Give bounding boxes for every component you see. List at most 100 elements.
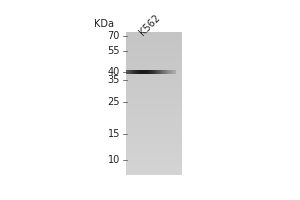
Bar <box>126 54 182 55</box>
Bar <box>126 156 182 157</box>
Bar <box>126 133 182 134</box>
Bar <box>126 88 182 89</box>
Bar <box>126 87 182 88</box>
Bar <box>126 96 182 97</box>
Bar <box>126 117 182 118</box>
Bar <box>126 168 182 169</box>
Bar <box>126 88 182 89</box>
Bar <box>126 158 182 159</box>
Bar <box>126 67 182 68</box>
Bar <box>126 89 182 90</box>
Bar <box>126 84 182 85</box>
Bar <box>126 98 182 99</box>
Bar <box>126 117 182 118</box>
Bar <box>126 44 182 45</box>
Text: 10: 10 <box>108 155 120 165</box>
Bar <box>126 109 182 110</box>
Bar <box>126 137 182 138</box>
Bar <box>126 73 182 74</box>
Bar <box>126 123 182 124</box>
Bar <box>126 152 182 153</box>
Bar <box>126 144 182 145</box>
Bar <box>126 47 182 48</box>
Bar <box>126 162 182 163</box>
Bar <box>126 51 182 52</box>
Bar <box>126 35 182 36</box>
Bar <box>126 66 182 67</box>
Bar <box>126 169 182 170</box>
Bar <box>126 160 182 161</box>
Bar <box>126 171 182 172</box>
Bar <box>126 43 182 44</box>
Bar <box>126 146 182 147</box>
Bar <box>126 108 182 109</box>
Bar <box>126 95 182 96</box>
Bar <box>126 145 182 146</box>
Bar <box>126 125 182 126</box>
Text: 35: 35 <box>108 75 120 85</box>
Bar <box>126 148 182 149</box>
Bar <box>126 79 182 80</box>
Bar <box>126 132 182 133</box>
Bar <box>126 164 182 165</box>
Bar <box>126 32 182 33</box>
Bar <box>126 52 182 53</box>
Bar <box>126 34 182 35</box>
Bar <box>126 147 182 148</box>
Bar <box>126 85 182 86</box>
Bar <box>126 38 182 39</box>
Bar <box>126 130 182 131</box>
Bar <box>126 74 182 75</box>
Bar <box>126 56 182 57</box>
Bar <box>126 86 182 87</box>
Bar <box>126 34 182 35</box>
Bar <box>126 61 182 62</box>
Bar <box>126 42 182 43</box>
Bar <box>126 151 182 152</box>
Bar <box>126 110 182 111</box>
Text: K562: K562 <box>138 13 163 37</box>
Bar <box>126 138 182 139</box>
Bar <box>126 173 182 174</box>
Bar <box>126 102 182 103</box>
Bar <box>126 58 182 59</box>
Bar <box>126 53 182 54</box>
Bar <box>126 122 182 123</box>
Bar <box>126 55 182 56</box>
Bar <box>126 106 182 107</box>
Text: 15: 15 <box>108 129 120 139</box>
Bar <box>126 99 182 100</box>
Bar <box>126 172 182 173</box>
Bar <box>126 45 182 46</box>
Bar <box>126 113 182 114</box>
Bar <box>126 160 182 161</box>
Bar <box>126 129 182 130</box>
Bar <box>126 107 182 108</box>
Bar <box>126 131 182 132</box>
Bar <box>126 98 182 99</box>
Text: 25: 25 <box>107 97 120 107</box>
Bar <box>126 68 182 69</box>
Bar <box>126 67 182 68</box>
Bar <box>126 121 182 122</box>
Bar <box>126 50 182 51</box>
Bar <box>126 114 182 115</box>
Bar <box>126 129 182 130</box>
Bar <box>126 97 182 98</box>
Bar <box>126 141 182 142</box>
Bar <box>126 162 182 163</box>
Bar <box>126 41 182 42</box>
Bar <box>126 71 182 72</box>
Bar <box>126 109 182 110</box>
Bar <box>126 78 182 79</box>
Bar <box>126 153 182 154</box>
Bar <box>126 139 182 140</box>
Bar <box>126 174 182 175</box>
Bar <box>126 142 182 143</box>
Bar <box>126 48 182 49</box>
Bar <box>126 49 182 50</box>
Bar <box>126 85 182 86</box>
Bar <box>126 54 182 55</box>
Bar <box>126 65 182 66</box>
Text: 40: 40 <box>108 67 120 77</box>
